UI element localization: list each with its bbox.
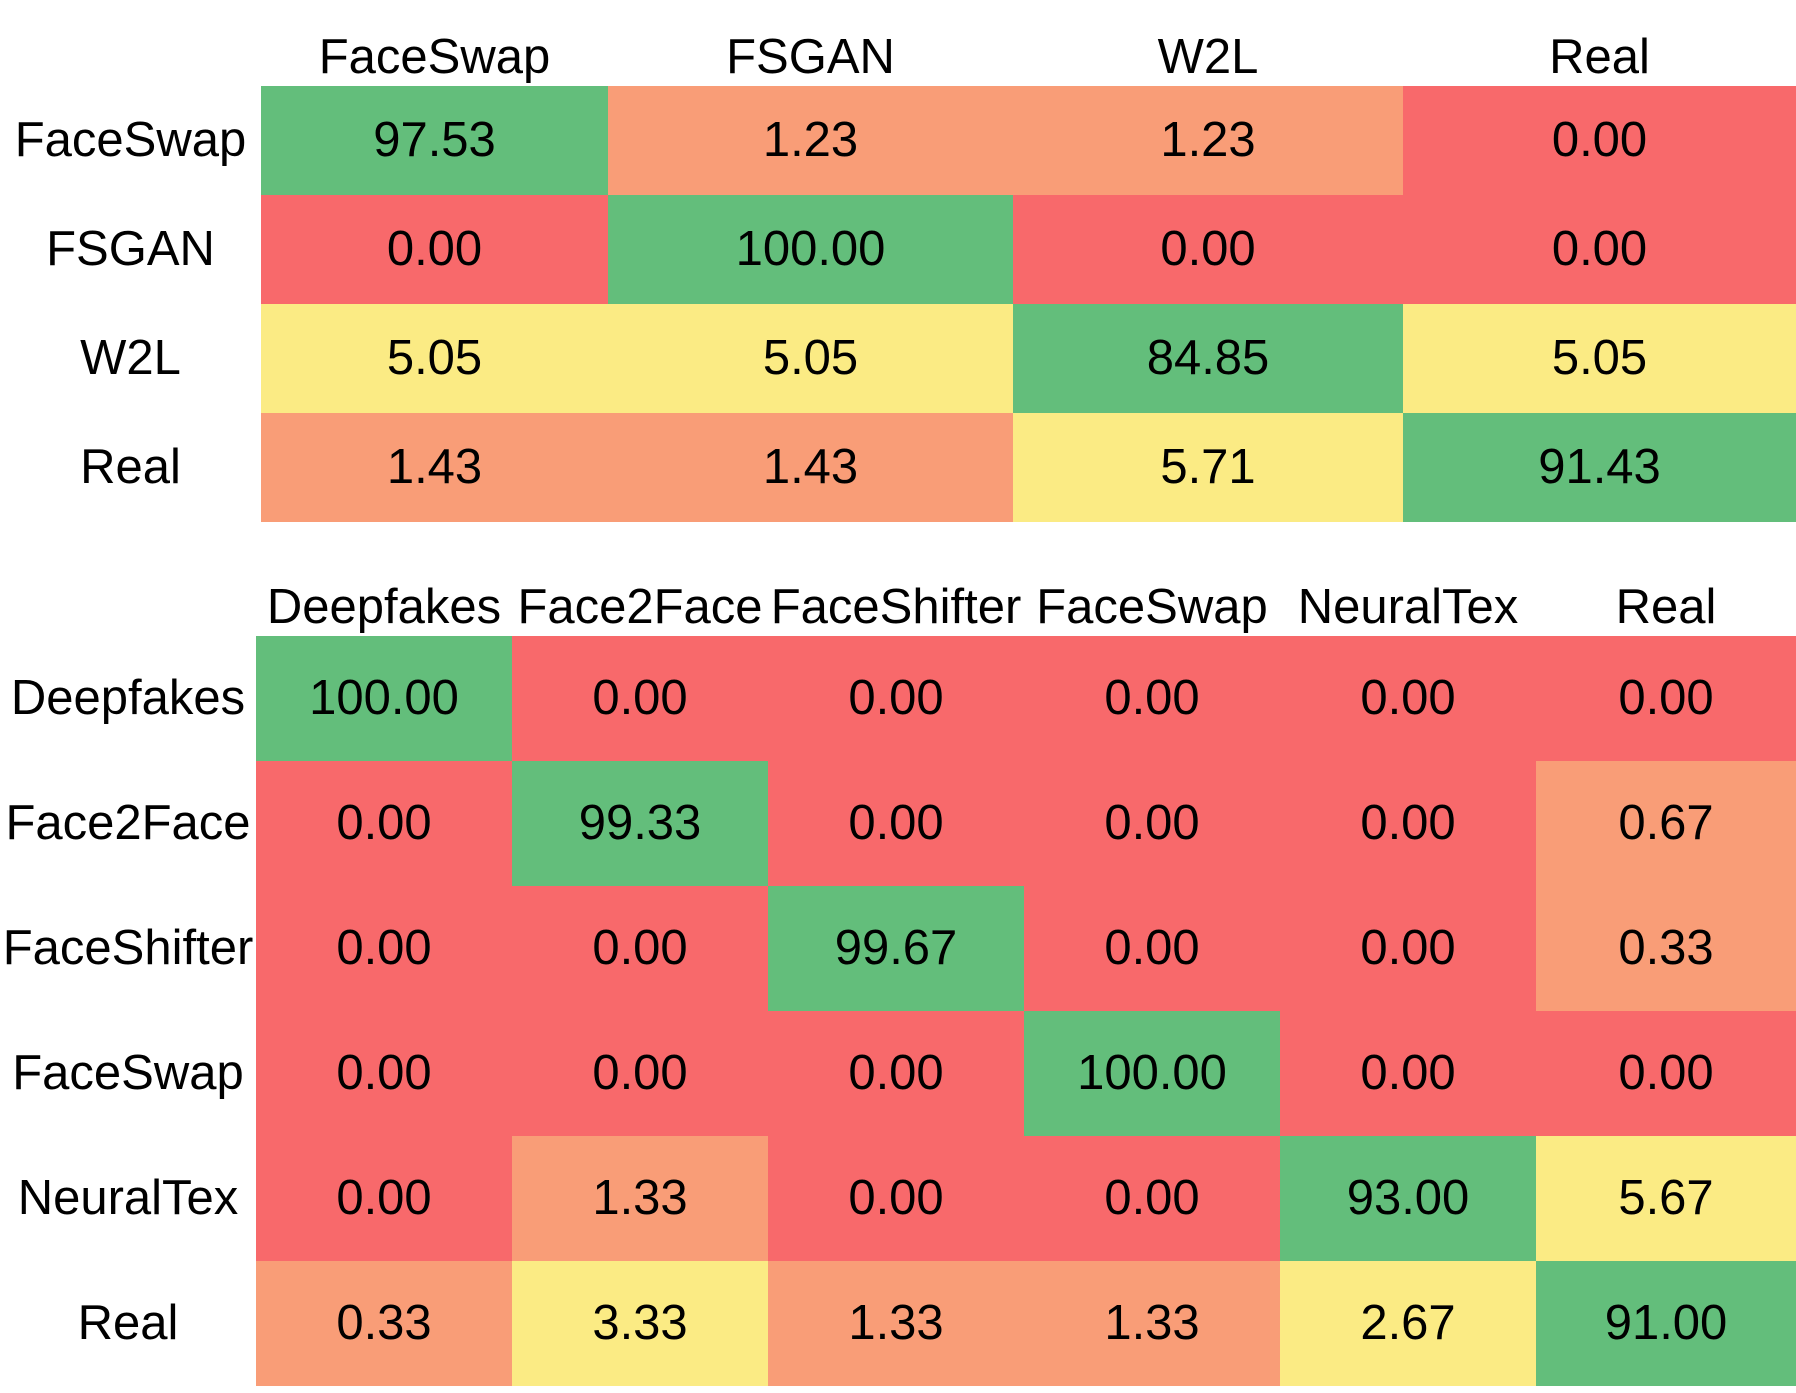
- matrix-cell: 91.43: [1403, 413, 1796, 522]
- matrix-cell: 2.67: [1280, 1261, 1536, 1386]
- matrix-cell: 0.00: [1024, 886, 1280, 1011]
- matrix-cell: 0.00: [768, 1136, 1024, 1261]
- matrix-corner: [0, 0, 261, 86]
- column-header: Real: [1615, 580, 1717, 634]
- matrix-cell: 0.00: [512, 886, 768, 1011]
- matrix-cell: 1.33: [768, 1261, 1024, 1386]
- confusion-matrix-1: FaceSwap FSGAN W2L Real FaceSwap 97.53 1.23 1.2…: [0, 0, 1796, 522]
- column-header: Real: [1549, 30, 1650, 84]
- matrix-cell: 99.67: [768, 886, 1024, 1011]
- row-header: FSGAN: [46, 222, 215, 276]
- matrix-corner: [0, 550, 256, 636]
- matrix-cell: 1.23: [1013, 86, 1403, 195]
- row-header: Deepfakes: [10, 671, 246, 725]
- matrix-cell: 0.00: [512, 1011, 768, 1136]
- matrix-cell: 0.00: [768, 636, 1024, 761]
- matrix-cell: 0.00: [1280, 761, 1536, 886]
- row-header: FaceShifter: [2, 921, 254, 975]
- matrix-cell: 0.00: [256, 886, 512, 1011]
- column-header: NeuralTex: [1297, 580, 1519, 634]
- matrix-cell: 5.05: [261, 304, 608, 413]
- matrix-cell: 5.05: [608, 304, 1013, 413]
- row-header: W2L: [80, 331, 181, 385]
- column-header: W2L: [1157, 30, 1259, 84]
- matrix-cell: 100.00: [256, 636, 512, 761]
- matrix-cell: 99.33: [512, 761, 768, 886]
- confusion-matrix-2: Deepfakes Face2Face FaceShifter FaceSwap Neu…: [0, 550, 1796, 1386]
- matrix-cell: 1.43: [608, 413, 1013, 522]
- matrix-cell: 0.00: [768, 761, 1024, 886]
- matrix-cell: 0.33: [1536, 886, 1796, 1011]
- matrix-cell: 5.71: [1013, 413, 1403, 522]
- column-header: FaceSwap: [1036, 580, 1268, 634]
- matrix-cell: 0.33: [256, 1261, 512, 1386]
- matrix-cell: 0.00: [1536, 1011, 1796, 1136]
- row-header: Real: [77, 1296, 179, 1350]
- matrix-cell: 0.00: [1280, 636, 1536, 761]
- matrix-cell: 0.00: [1280, 886, 1536, 1011]
- matrix-cell: 3.33: [512, 1261, 768, 1386]
- matrix-cell: 0.00: [1403, 195, 1796, 304]
- row-header: Real: [80, 440, 181, 494]
- row-header: FaceSwap: [14, 113, 247, 167]
- matrix-cell: 1.33: [512, 1136, 768, 1261]
- matrix-cell: 0.00: [768, 1011, 1024, 1136]
- matrix-cell: 100.00: [1024, 1011, 1280, 1136]
- matrix-cell: 1.23: [608, 86, 1013, 195]
- matrix-cell: 0.00: [256, 1136, 512, 1261]
- column-header: FaceShifter: [770, 580, 1022, 634]
- matrix-cell: 0.00: [1280, 1011, 1536, 1136]
- matrix-cell: 0.00: [261, 195, 608, 304]
- matrix-cell: 5.05: [1403, 304, 1796, 413]
- matrix-cell: 0.67: [1536, 761, 1796, 886]
- matrix-cell: 0.00: [512, 636, 768, 761]
- column-header: FSGAN: [726, 30, 895, 84]
- matrix-cell: 0.00: [1403, 86, 1796, 195]
- matrix-cell: 0.00: [1536, 636, 1796, 761]
- matrix-cell: 0.00: [1013, 195, 1403, 304]
- matrix-cell: 0.00: [1024, 1136, 1280, 1261]
- matrix-cell: 100.00: [608, 195, 1013, 304]
- row-header: FaceSwap: [12, 1046, 244, 1100]
- column-header: Deepfakes: [266, 580, 502, 634]
- matrix-cell: 0.00: [256, 761, 512, 886]
- row-header: Face2Face: [5, 796, 251, 850]
- column-header: FaceSwap: [318, 30, 551, 84]
- matrix-cell: 91.00: [1536, 1261, 1796, 1386]
- matrix-cell: 84.85: [1013, 304, 1403, 413]
- matrix-cell: 0.00: [256, 1011, 512, 1136]
- matrix-cell: 93.00: [1280, 1136, 1536, 1261]
- matrix-cell: 0.00: [1024, 636, 1280, 761]
- matrix-cell: 1.33: [1024, 1261, 1280, 1386]
- matrix-cell: 0.00: [1024, 761, 1280, 886]
- matrix-cell: 5.67: [1536, 1136, 1796, 1261]
- column-header: Face2Face: [517, 580, 763, 634]
- row-header: NeuralTex: [17, 1171, 239, 1225]
- matrix-cell: 97.53: [261, 86, 608, 195]
- matrix-cell: 1.43: [261, 413, 608, 522]
